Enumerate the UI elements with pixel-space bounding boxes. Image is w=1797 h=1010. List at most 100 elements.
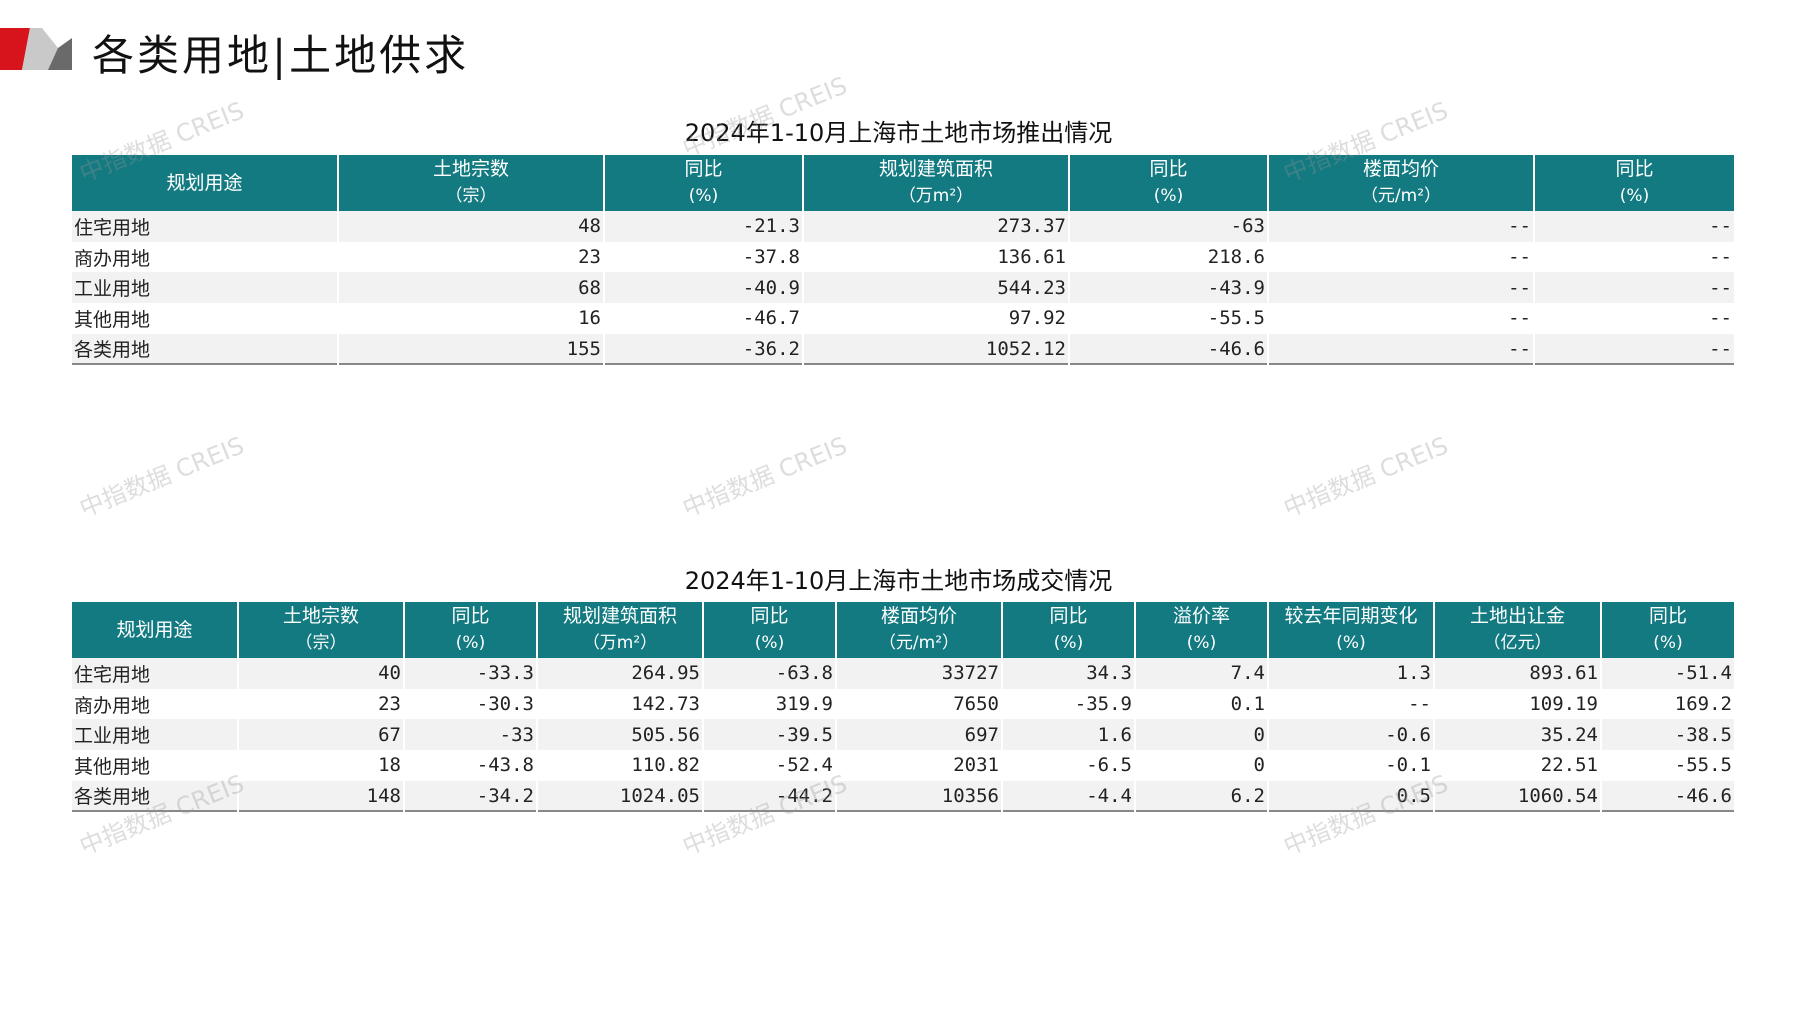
column-header: 较去年同期变化 (%)	[1267, 602, 1434, 658]
column-header-label: 土地出让金	[1469, 605, 1565, 627]
table-cell: -55.5	[1600, 750, 1734, 781]
table-cell: -37.8	[603, 241, 803, 273]
table-row: 工业用地 67 -33 505.56 -39.5 697 1.6 0 -0.6 35.24 -38.…	[72, 719, 1734, 751]
column-header: 规划建筑面积 （万m²）	[802, 155, 1069, 211]
column-header: 同比 (%)	[1600, 602, 1734, 658]
row-label-cell: 住宅用地	[74, 663, 151, 686]
row-label-cell: 工业用地	[74, 278, 151, 301]
table-cell: 1024.05	[536, 780, 703, 812]
table-row: 各类用地 148 -34.2 1024.05 -44.2 10356 -4.4 6.2 0.5 1…	[72, 780, 1734, 812]
table-cell: 264.95	[536, 658, 703, 689]
table-cell: -30.3	[403, 688, 537, 720]
table-cell: -55.5	[1068, 303, 1268, 334]
table-cell: 23	[237, 688, 404, 720]
table-cell: -43.8	[403, 750, 537, 781]
table-cell: 110.82	[536, 750, 703, 781]
watermark: 中指数据 CREIS	[1279, 431, 1453, 523]
column-header-label: 同比	[684, 158, 723, 180]
column-header-unit: （宗）	[445, 186, 497, 206]
column-header-label: 溢价率	[1172, 605, 1230, 627]
row-label-cell: 住宅用地	[74, 216, 151, 239]
column-header-unit: （亿元）	[1483, 633, 1552, 653]
table-cell: 273.37	[802, 211, 1069, 242]
column-header-unit: (%)	[455, 633, 486, 653]
column-header: 规划用途	[72, 155, 338, 211]
column-header-label: 规划建筑面积	[878, 158, 993, 180]
table-cell: -0.1	[1267, 750, 1434, 781]
table-cell: -21.3	[603, 211, 803, 242]
column-header-unit: （万m²）	[582, 633, 658, 653]
table-cell: 16	[337, 303, 604, 334]
column-header-label: 规划建筑面积	[562, 605, 677, 627]
table-cell: 893.61	[1433, 658, 1601, 689]
table-cell: 148	[237, 780, 404, 812]
table-cell: --	[1533, 211, 1734, 242]
table-row: 工业用地 68 -40.9 544.23 -43.9 -- --	[72, 272, 1734, 304]
table-cell: -44.2	[702, 780, 836, 812]
column-header-label: 同比	[750, 605, 789, 627]
column-header-label: 同比	[1149, 158, 1188, 180]
column-header-label: 同比	[451, 605, 490, 627]
table-cell: --	[1533, 272, 1734, 304]
table-cell: 0	[1134, 719, 1268, 751]
table-cell: 35.24	[1433, 719, 1601, 751]
table-cell: 1.3	[1267, 658, 1434, 689]
table-cell: 697	[835, 719, 1002, 751]
table-cell: --	[1267, 333, 1534, 365]
column-header-unit: （宗）	[295, 633, 347, 653]
column-header-label: 土地宗数	[432, 158, 509, 180]
table-row: 住宅用地 48 -21.3 273.37 -63 -- --	[72, 211, 1734, 242]
table2-title: 2024年1-10月上海市土地市场成交情况	[684, 567, 1113, 595]
table-cell: 142.73	[536, 688, 703, 720]
page-title: 各类用地|土地供求	[92, 31, 470, 80]
column-header: 同比 (%)	[702, 602, 836, 658]
table-cell: 155	[337, 333, 604, 365]
table-cell: -43.9	[1068, 272, 1268, 304]
column-header: 同比 (%)	[403, 602, 537, 658]
row-label-cell: 商办用地	[74, 694, 151, 717]
table1-title: 2024年1-10月上海市土地市场推出情况	[684, 119, 1113, 147]
table-cell: 7.4	[1134, 658, 1268, 689]
column-header-unit: （元/m²）	[1360, 186, 1442, 206]
column-header: 楼面均价 （元/m²）	[1267, 155, 1534, 211]
table-cell: -52.4	[702, 750, 836, 781]
table-header-row: 规划用途 土地宗数 （宗） 同比 (%) 规划建筑面积 （万m²） 同比 (%) 楼面均价 （元/m…	[72, 602, 1734, 658]
column-header: 同比 (%)	[1533, 155, 1734, 211]
column-header-unit: (%)	[688, 186, 719, 206]
table-cell: -63.8	[702, 658, 836, 689]
table-cell: 33727	[835, 658, 1002, 689]
column-header: 同比 (%)	[1068, 155, 1268, 211]
table-cell: 97.92	[802, 303, 1069, 334]
column-header-unit: (%)	[754, 633, 785, 653]
table-cell: -33	[403, 719, 537, 751]
table-cell: --	[1533, 241, 1734, 273]
table-cell: -46.7	[603, 303, 803, 334]
table-row: 住宅用地 40 -33.3 264.95 -63.8 33727 34.3 7.4 1.3 893…	[72, 658, 1734, 689]
table-cell: 544.23	[802, 272, 1069, 304]
column-header-label: 规划用途	[116, 618, 193, 641]
table-cell: --	[1267, 272, 1534, 304]
column-header-unit: (%)	[1053, 633, 1084, 653]
table-row: 各类用地 155 -36.2 1052.12 -46.6 -- --	[72, 333, 1734, 365]
table-cell: 0.5	[1267, 780, 1434, 812]
table-cell: -4.4	[1001, 780, 1135, 812]
table-cell: 1052.12	[802, 333, 1069, 365]
column-header: 同比 (%)	[1001, 602, 1135, 658]
column-header: 土地出让金 （亿元）	[1433, 602, 1601, 658]
table-row: 商办用地 23 -30.3 142.73 319.9 7650 -35.9 0.1 -- 109.…	[72, 688, 1734, 720]
table-cell: -63	[1068, 211, 1268, 242]
table-cell: 22.51	[1433, 750, 1601, 781]
table-cell: --	[1267, 241, 1534, 273]
table-cell: 319.9	[702, 688, 836, 720]
table-cell: -46.6	[1600, 780, 1734, 812]
column-header-label: 较去年同期变化	[1284, 605, 1418, 627]
table-cell: -40.9	[603, 272, 803, 304]
row-label-cell: 商办用地	[74, 247, 151, 270]
column-header-label: 同比	[1648, 605, 1687, 627]
column-header-unit: (%)	[1336, 633, 1366, 653]
table-cell: 7650	[835, 688, 1002, 720]
table-cell: -34.2	[403, 780, 537, 812]
transaction-table: 规划用途 土地宗数 （宗） 同比 (%) 规划建筑面积 （万m²） 同比 (%) 楼面均价 （元/m…	[72, 602, 1734, 812]
table-cell: -46.6	[1068, 333, 1268, 365]
column-header: 楼面均价 （元/m²）	[835, 602, 1002, 658]
